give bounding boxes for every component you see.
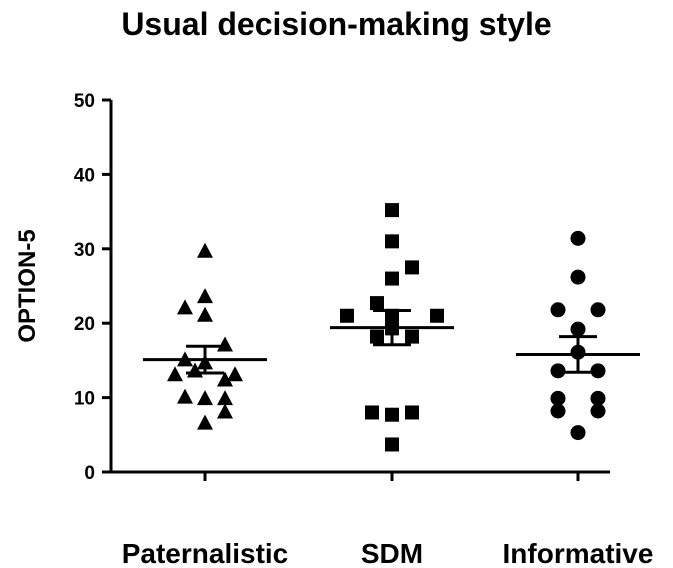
data-point-sdm	[385, 203, 399, 218]
x-tick-label: Paternalistic	[122, 538, 289, 568]
data-point-informative	[590, 403, 606, 419]
data-point-informative	[570, 321, 586, 337]
data-point-paternalistic	[167, 366, 183, 382]
data-point-sdm	[405, 405, 419, 420]
x-tick-label: SDM	[361, 538, 423, 568]
data-point-sdm	[385, 234, 399, 249]
data-point-sdm	[385, 437, 399, 452]
data-point-informative	[550, 302, 566, 318]
data-point-paternalistic	[227, 366, 243, 382]
data-point-paternalistic	[217, 390, 233, 406]
data-point-sdm	[340, 308, 354, 323]
data-point-informative	[550, 363, 566, 379]
data-point-sdm	[405, 329, 419, 344]
y-tick-label: 20	[74, 314, 95, 335]
data-point-paternalistic	[197, 390, 213, 406]
data-point-paternalistic	[197, 288, 213, 304]
data-point-paternalistic	[217, 403, 233, 419]
data-point-sdm	[385, 271, 399, 286]
data-point-informative	[570, 425, 586, 441]
data-point-informative	[570, 230, 586, 246]
data-point-sdm	[405, 260, 419, 275]
data-point-informative	[590, 302, 606, 318]
y-tick-label: 10	[74, 389, 95, 410]
data-point-paternalistic	[197, 306, 213, 322]
chart-title: Usual decision-making style	[121, 6, 552, 42]
data-point-sdm	[430, 308, 444, 323]
data-point-sdm	[370, 296, 384, 311]
data-point-sdm	[365, 405, 379, 420]
y-axis-label: OPTION-5	[14, 229, 41, 342]
data-point-informative	[590, 363, 606, 379]
data-point-sdm	[370, 329, 384, 344]
data-point-informative	[570, 269, 586, 285]
y-tick-label: 50	[74, 91, 95, 112]
data-point-informative	[550, 390, 566, 406]
data-point-paternalistic	[197, 414, 213, 430]
data-point-paternalistic	[217, 371, 233, 387]
axes: 0 10 20 30 40 50 Paternalistic SDM Informative	[74, 91, 654, 568]
data-point-paternalistic	[217, 336, 233, 352]
data-point-informative	[590, 390, 606, 406]
data-marks	[143, 203, 640, 452]
x-tick-label: Informative	[503, 538, 654, 568]
y-tick-label: 0	[84, 463, 95, 484]
data-point-informative	[550, 403, 566, 419]
data-point-paternalistic	[177, 388, 193, 404]
data-point-sdm	[385, 407, 399, 422]
data-point-paternalistic	[177, 299, 193, 315]
y-tick-label: 40	[74, 165, 95, 186]
y-tick-label: 30	[74, 240, 95, 261]
data-point-paternalistic	[197, 242, 213, 258]
